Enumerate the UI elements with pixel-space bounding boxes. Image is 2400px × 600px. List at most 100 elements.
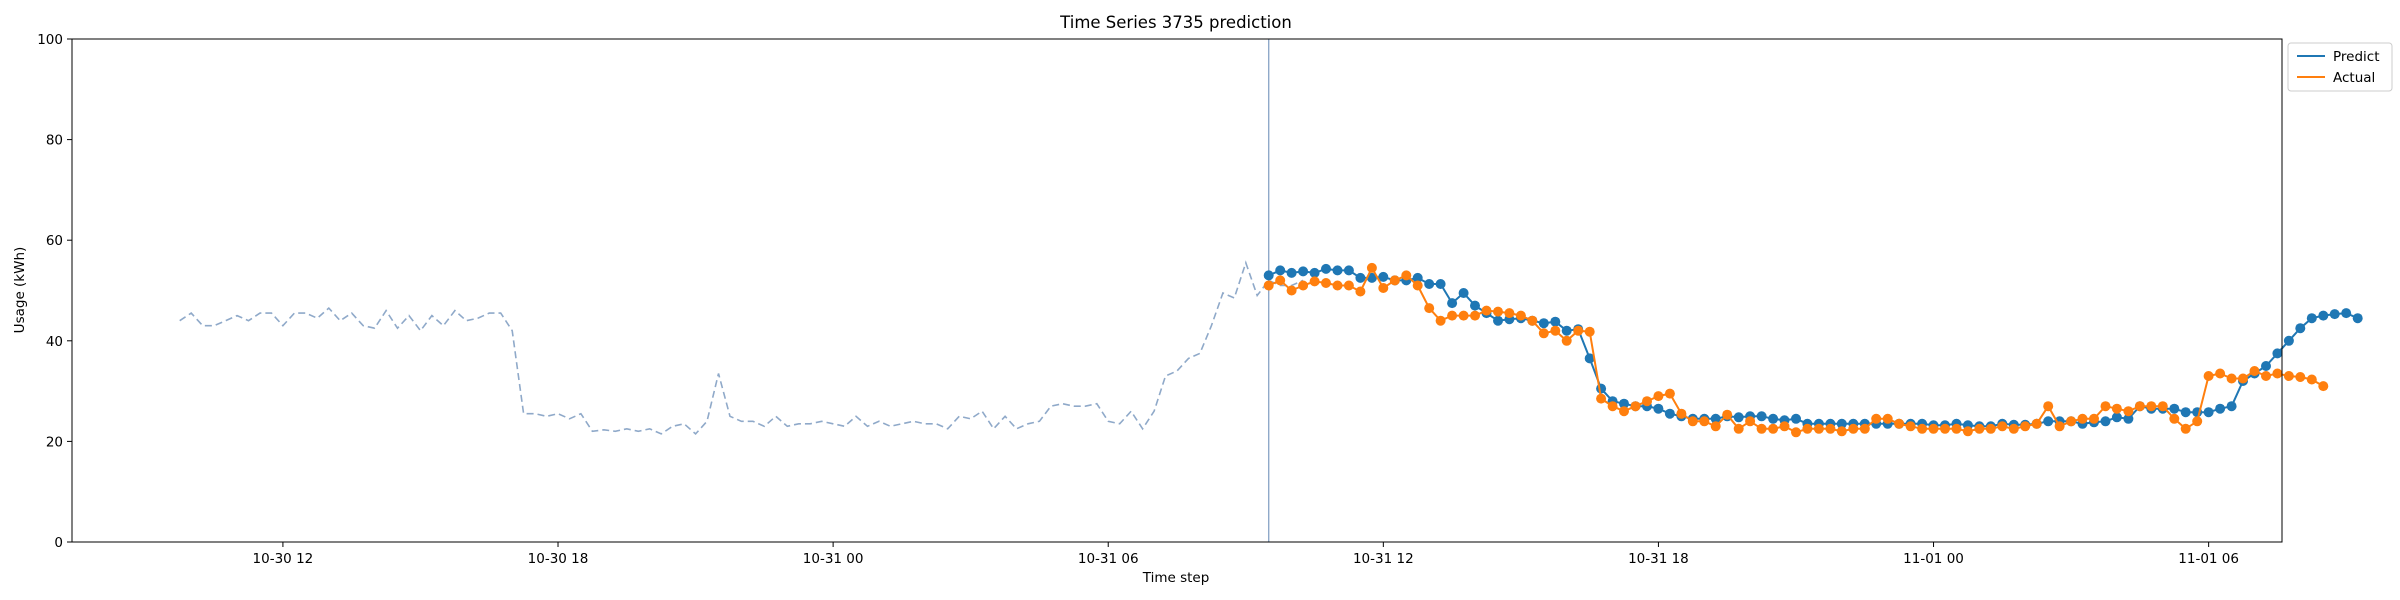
data-point-predict (1321, 263, 1331, 274)
data-point-actual (1848, 423, 1859, 434)
chart-title: Time Series 3735 prediction (1059, 13, 1292, 32)
data-point-actual (1401, 270, 1412, 281)
data-point-predict (2203, 407, 2214, 418)
data-point-predict (1366, 272, 1377, 283)
data-point-actual (2215, 368, 2226, 379)
y-tick-label: 80 (46, 133, 63, 149)
data-point-actual (1561, 335, 1572, 346)
data-point-actual (1321, 278, 1331, 288)
data-point-actual (1447, 310, 1458, 321)
data-point-predict (1768, 413, 1779, 424)
x-tick-label: 10-31 06 (1078, 551, 1139, 567)
data-point-actual (2226, 373, 2237, 384)
data-point-predict (2111, 412, 2122, 423)
x-tick-label: 11-01 00 (1903, 551, 1964, 567)
data-point-predict (1378, 271, 1389, 282)
data-point-actual (1424, 303, 1435, 314)
x-axis-label: Time step (1142, 570, 1210, 586)
data-point-actual (2111, 403, 2122, 414)
data-point-actual (2008, 423, 2019, 434)
y-tick-label: 0 (54, 535, 63, 551)
data-point-actual (1619, 406, 1629, 417)
data-point-actual (1378, 283, 1389, 293)
data-point-actual (1779, 421, 1790, 432)
data-point-actual (1263, 280, 1274, 291)
data-point-predict (2352, 313, 2363, 324)
data-point-actual (2054, 421, 2065, 432)
data-point-predict (2295, 323, 2306, 334)
data-point-predict (2341, 308, 2352, 319)
data-point-actual (1722, 409, 1733, 420)
data-point-predict (2261, 361, 2271, 371)
data-point-actual (2169, 413, 2180, 424)
data-point-predict (1470, 300, 1480, 311)
data-point-actual (1286, 285, 1297, 296)
data-point-actual (2192, 416, 2203, 427)
series-line-predict (1268, 267, 2359, 428)
data-point-actual (1791, 427, 1801, 438)
series-actual (1263, 262, 2329, 438)
data-point-actual (1756, 423, 1767, 434)
data-point-actual (2123, 406, 2134, 417)
data-point-actual (1962, 426, 1973, 437)
data-point-actual (1664, 388, 1675, 399)
data-point-actual (1332, 280, 1343, 291)
data-point-actual (1596, 393, 1607, 404)
data-point-actual (2306, 374, 2317, 385)
data-point-predict (1710, 413, 1721, 424)
data-point-predict (1355, 272, 1366, 283)
data-point-actual (1802, 423, 1813, 434)
series-predict (1263, 263, 2363, 432)
data-point-predict (1619, 398, 1629, 409)
data-point-predict (1550, 316, 1561, 327)
data-point-predict (1263, 270, 1274, 281)
data-point-actual (1917, 423, 1928, 434)
data-point-actual (1538, 328, 1549, 339)
data-point-actual (1813, 423, 1824, 434)
data-point-predict (2043, 416, 2054, 427)
plot-frame (71, 38, 2283, 543)
data-point-actual (1894, 418, 1905, 429)
data-point-actual (1584, 326, 1595, 337)
data-point-actual (2272, 368, 2283, 379)
data-point-predict (2180, 407, 2191, 418)
data-point-predict (1538, 318, 1549, 329)
data-point-actual (1985, 423, 1996, 434)
x-tick-label: 11-01 06 (2178, 551, 2239, 567)
data-point-actual (1343, 280, 1354, 291)
y-axis-label: Usage (kWh) (12, 247, 28, 334)
data-point-actual (2077, 413, 2088, 424)
data-point-predict (2100, 416, 2111, 427)
history-line (179, 260, 1304, 436)
data-point-actual (1733, 423, 1744, 434)
data-point-predict (1664, 408, 1675, 419)
legend-label-predict: Predict (2333, 49, 2380, 65)
data-point-actual (1412, 280, 1423, 291)
data-point-predict (1435, 279, 1446, 289)
x-tick-label: 10-31 18 (1628, 551, 1689, 567)
data-point-predict (2318, 310, 2329, 321)
data-point-actual (2249, 366, 2260, 376)
data-point-actual (2238, 373, 2248, 384)
data-point-predict (2272, 348, 2283, 359)
data-point-actual (1458, 310, 1469, 321)
data-point-predict (1298, 266, 1309, 277)
data-point-predict (1493, 315, 1503, 326)
data-point-actual (1940, 423, 1950, 434)
data-point-predict (1424, 279, 1435, 289)
y-tick-label: 40 (46, 334, 63, 350)
data-point-actual (2043, 401, 2054, 412)
data-point-actual (2180, 423, 2191, 434)
data-point-actual (1470, 310, 1480, 321)
x-tick-label: 10-30 12 (253, 551, 314, 567)
data-point-predict (1791, 413, 1801, 424)
data-point-actual (1355, 286, 1366, 297)
data-point-actual (2100, 401, 2111, 412)
data-point-actual (1825, 423, 1836, 434)
data-point-predict (1343, 265, 1354, 276)
data-point-predict (2215, 403, 2226, 414)
x-tick-label: 10-31 00 (803, 551, 864, 567)
data-point-predict (1458, 288, 1469, 298)
data-point-actual (2146, 401, 2157, 412)
